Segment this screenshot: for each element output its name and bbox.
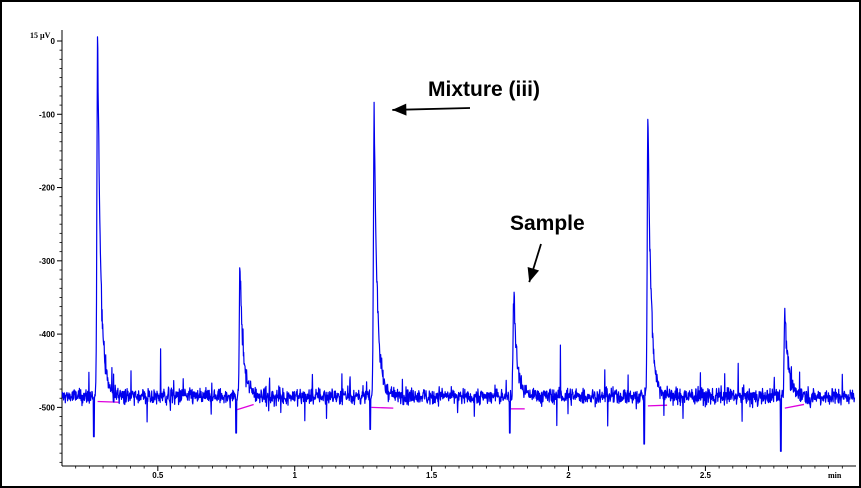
x-tick-label: 2.5 — [700, 471, 712, 480]
integration-baseline — [371, 406, 394, 409]
annotations: Mixture (iii) Sample — [392, 78, 585, 283]
y-tick-label: -100 — [39, 110, 56, 119]
x-tick-label: 2 — [566, 471, 571, 480]
annotation-label: Mixture (iii) — [428, 78, 540, 101]
y-tick-label: 0 — [51, 37, 56, 46]
x-tick-label: 1 — [292, 471, 297, 480]
y-tick-label: -500 — [39, 403, 56, 412]
signal-trace — [61, 36, 856, 452]
x-tick-label: 1.5 — [426, 471, 438, 480]
integration-baseline — [237, 403, 254, 411]
x-unit-label: min — [828, 471, 842, 480]
annotation-arrowhead — [527, 266, 540, 283]
y-unit-label: 15 µV — [30, 31, 51, 40]
x-tick-label: 0.5 — [152, 471, 164, 480]
y-tick-label: -200 — [39, 184, 56, 193]
y-tick-label: -300 — [39, 257, 56, 266]
integration-baseline — [97, 400, 120, 403]
annotation-label: Sample — [510, 212, 585, 235]
integration-baselines — [97, 400, 805, 411]
integration-baseline — [784, 403, 805, 409]
y-tick-label: -400 — [39, 330, 56, 339]
annotation-arrowhead — [392, 103, 407, 116]
